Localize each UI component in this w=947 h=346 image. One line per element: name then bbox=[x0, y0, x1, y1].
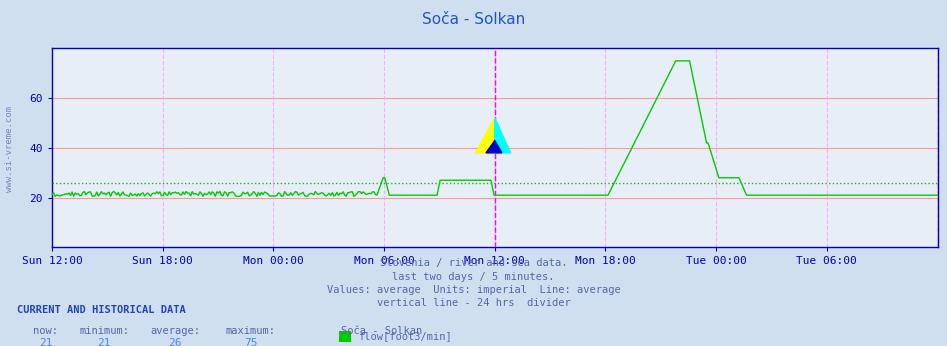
Text: Soča - Solkan: Soča - Solkan bbox=[341, 326, 422, 336]
Text: maximum:: maximum: bbox=[226, 326, 276, 336]
Text: minimum:: minimum: bbox=[80, 326, 129, 336]
Text: last two days / 5 minutes.: last two days / 5 minutes. bbox=[392, 272, 555, 282]
Text: 26: 26 bbox=[169, 338, 182, 346]
Text: flow[foot3/min]: flow[foot3/min] bbox=[358, 331, 452, 341]
Text: Values: average  Units: imperial  Line: average: Values: average Units: imperial Line: av… bbox=[327, 285, 620, 295]
Polygon shape bbox=[495, 118, 510, 153]
Text: www.si-vreme.com: www.si-vreme.com bbox=[5, 106, 14, 192]
Text: vertical line - 24 hrs  divider: vertical line - 24 hrs divider bbox=[377, 298, 570, 308]
Text: CURRENT AND HISTORICAL DATA: CURRENT AND HISTORICAL DATA bbox=[17, 305, 186, 315]
Text: 75: 75 bbox=[244, 338, 258, 346]
Text: average:: average: bbox=[151, 326, 200, 336]
Text: now:: now: bbox=[33, 326, 58, 336]
Text: 21: 21 bbox=[39, 338, 52, 346]
Text: Slovenia / river and sea data.: Slovenia / river and sea data. bbox=[380, 258, 567, 268]
Text: Soča - Solkan: Soča - Solkan bbox=[421, 12, 526, 27]
Text: 21: 21 bbox=[98, 338, 111, 346]
Polygon shape bbox=[475, 118, 495, 153]
Polygon shape bbox=[486, 140, 502, 153]
